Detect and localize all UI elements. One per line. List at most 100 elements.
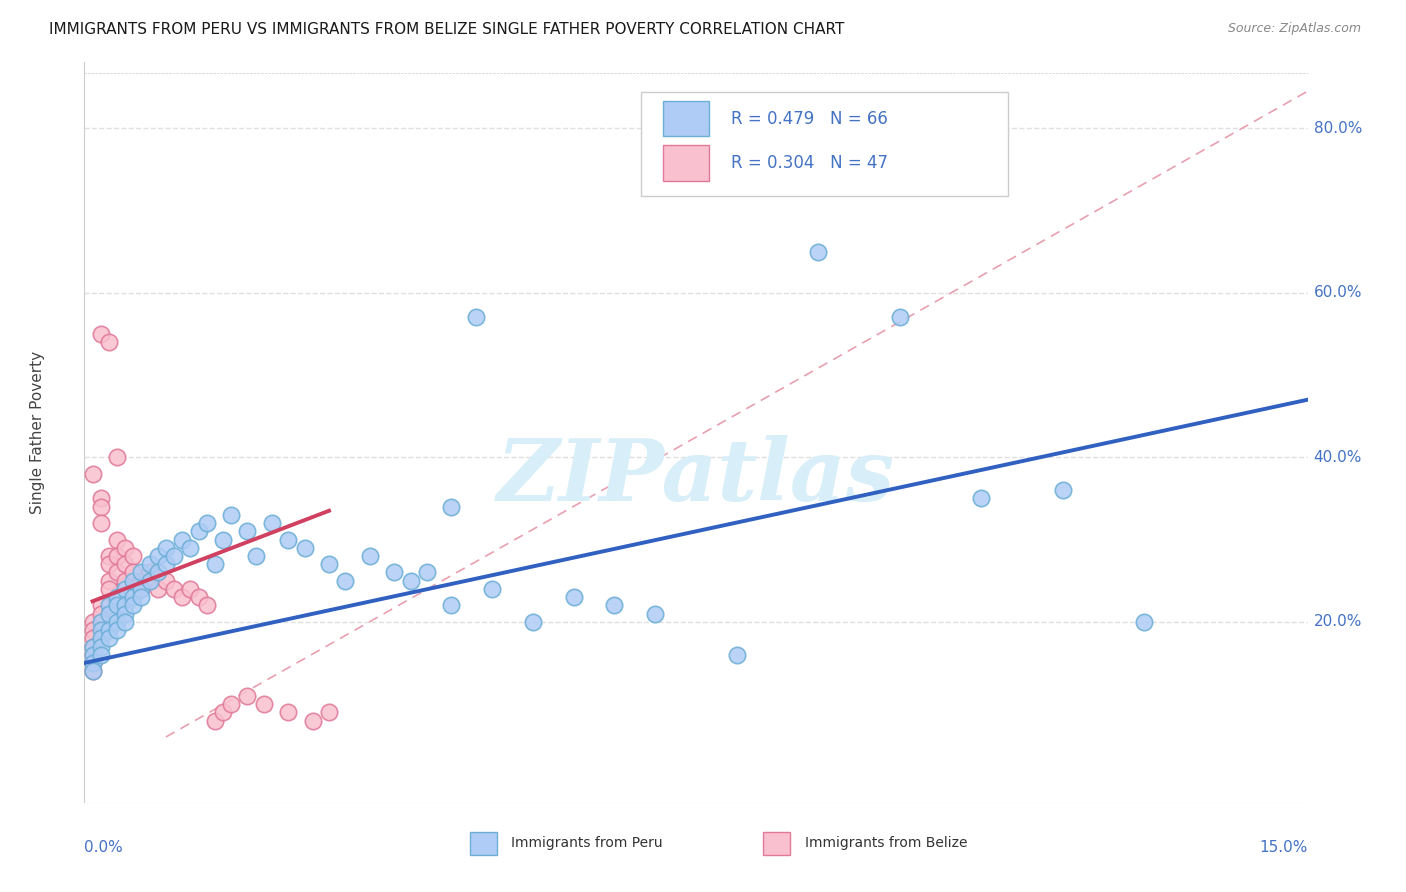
- Text: 80.0%: 80.0%: [1313, 120, 1362, 136]
- Point: [131, 590, 153, 604]
- Point: [187, 524, 209, 539]
- Point: [187, 590, 209, 604]
- Point: [122, 566, 145, 580]
- Point: [277, 706, 299, 720]
- Point: [97, 558, 120, 572]
- Text: Source: ZipAtlas.com: Source: ZipAtlas.com: [1227, 22, 1361, 36]
- Point: [204, 714, 226, 728]
- Point: [90, 640, 112, 654]
- Point: [219, 508, 242, 522]
- Point: [172, 590, 194, 604]
- Point: [318, 706, 340, 720]
- Point: [105, 533, 128, 547]
- Point: [82, 623, 104, 637]
- Point: [90, 615, 112, 629]
- Point: [90, 648, 112, 662]
- Point: [122, 599, 145, 613]
- Point: [382, 566, 405, 580]
- Point: [114, 541, 136, 555]
- Point: [219, 697, 242, 711]
- Point: [1052, 483, 1074, 498]
- Point: [294, 541, 316, 555]
- Point: [562, 590, 585, 604]
- Point: [97, 599, 120, 613]
- Point: [97, 574, 120, 588]
- Point: [97, 582, 120, 596]
- Point: [82, 640, 104, 654]
- Point: [464, 310, 486, 325]
- Point: [90, 623, 112, 637]
- Point: [82, 632, 104, 646]
- Bar: [763, 832, 790, 855]
- Point: [416, 566, 439, 580]
- Point: [204, 558, 226, 572]
- Point: [155, 541, 177, 555]
- Point: [138, 574, 160, 588]
- Point: [105, 590, 128, 604]
- Point: [301, 714, 323, 728]
- Point: [114, 615, 136, 629]
- Point: [236, 689, 259, 703]
- Point: [195, 599, 218, 613]
- Text: 0.0%: 0.0%: [84, 840, 124, 855]
- Text: Single Father Poverty: Single Father Poverty: [31, 351, 45, 514]
- Text: R = 0.479   N = 66: R = 0.479 N = 66: [731, 110, 889, 128]
- Text: 15.0%: 15.0%: [1260, 840, 1308, 855]
- Point: [82, 656, 104, 670]
- Point: [603, 599, 626, 613]
- Point: [114, 582, 136, 596]
- Point: [163, 549, 186, 563]
- Point: [335, 574, 357, 588]
- Point: [146, 566, 169, 580]
- Text: 20.0%: 20.0%: [1313, 615, 1362, 630]
- Point: [253, 697, 276, 711]
- Text: Immigrants from Belize: Immigrants from Belize: [804, 836, 967, 850]
- Point: [122, 549, 145, 563]
- Point: [90, 516, 112, 530]
- Point: [97, 607, 120, 621]
- Point: [105, 566, 128, 580]
- Point: [163, 582, 186, 596]
- Point: [522, 615, 544, 629]
- Point: [82, 648, 104, 662]
- Point: [131, 582, 153, 596]
- Point: [82, 467, 104, 481]
- Point: [82, 656, 104, 670]
- Point: [90, 632, 112, 646]
- Text: IMMIGRANTS FROM PERU VS IMMIGRANTS FROM BELIZE SINGLE FATHER POVERTY CORRELATION: IMMIGRANTS FROM PERU VS IMMIGRANTS FROM …: [49, 22, 845, 37]
- Point: [970, 491, 993, 506]
- Point: [97, 549, 120, 563]
- Point: [138, 566, 160, 580]
- Point: [179, 582, 201, 596]
- Point: [440, 599, 463, 613]
- Point: [131, 566, 153, 580]
- Point: [82, 648, 104, 662]
- Point: [114, 607, 136, 621]
- Point: [97, 335, 120, 350]
- Point: [90, 500, 112, 514]
- Point: [359, 549, 381, 563]
- Point: [82, 664, 104, 678]
- Point: [82, 640, 104, 654]
- FancyBboxPatch shape: [641, 92, 1008, 195]
- Point: [212, 706, 235, 720]
- Text: 60.0%: 60.0%: [1313, 285, 1362, 301]
- Point: [114, 574, 136, 588]
- Point: [105, 623, 128, 637]
- Point: [114, 558, 136, 572]
- Point: [155, 558, 177, 572]
- Point: [138, 574, 160, 588]
- Point: [146, 582, 169, 596]
- Point: [644, 607, 666, 621]
- Point: [212, 533, 235, 547]
- Point: [131, 574, 153, 588]
- Point: [82, 664, 104, 678]
- Point: [122, 590, 145, 604]
- Point: [138, 558, 160, 572]
- Point: [440, 500, 463, 514]
- Point: [195, 516, 218, 530]
- Point: [122, 574, 145, 588]
- Text: R = 0.304   N = 47: R = 0.304 N = 47: [731, 154, 889, 172]
- Point: [82, 615, 104, 629]
- Bar: [470, 832, 496, 855]
